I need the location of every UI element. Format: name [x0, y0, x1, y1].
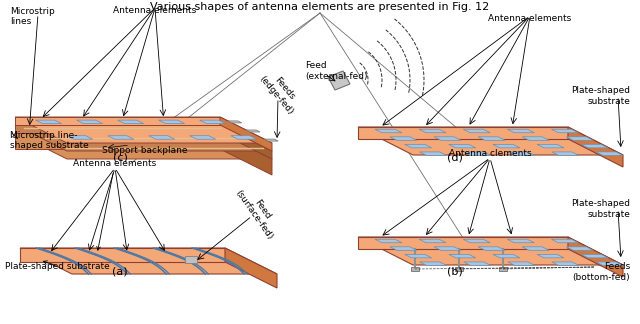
- Text: Feeds
(bottom-fed): Feeds (bottom-fed): [572, 262, 630, 282]
- Polygon shape: [20, 248, 225, 262]
- Polygon shape: [463, 239, 490, 243]
- Text: Antenna elements: Antenna elements: [113, 6, 196, 15]
- Polygon shape: [508, 152, 535, 156]
- Polygon shape: [419, 239, 446, 243]
- Text: (c): (c): [113, 152, 127, 162]
- Polygon shape: [455, 267, 463, 271]
- Polygon shape: [404, 145, 432, 148]
- Text: Various shapes of antenna elements are presented in Fig. 12: Various shapes of antenna elements are p…: [150, 2, 490, 12]
- Polygon shape: [493, 145, 520, 148]
- Polygon shape: [419, 129, 446, 133]
- Polygon shape: [508, 262, 535, 265]
- Polygon shape: [404, 254, 432, 258]
- Polygon shape: [358, 127, 568, 139]
- Polygon shape: [358, 237, 568, 249]
- Polygon shape: [463, 129, 490, 133]
- Polygon shape: [15, 133, 220, 149]
- Polygon shape: [537, 145, 564, 148]
- Polygon shape: [231, 136, 257, 139]
- Polygon shape: [434, 247, 461, 250]
- Polygon shape: [537, 254, 564, 258]
- Polygon shape: [411, 267, 419, 271]
- Polygon shape: [499, 267, 507, 271]
- Polygon shape: [449, 254, 476, 258]
- Polygon shape: [566, 247, 593, 250]
- Polygon shape: [15, 125, 220, 133]
- Text: Plate-shaped
substrate: Plate-shaped substrate: [571, 86, 630, 106]
- Text: (d): (d): [447, 152, 463, 162]
- Polygon shape: [328, 71, 350, 90]
- Text: Feeds
(edge-fed): Feeds (edge-fed): [257, 67, 303, 116]
- Polygon shape: [77, 120, 102, 124]
- Text: Feed
(surface-fed): Feed (surface-fed): [234, 182, 283, 241]
- Polygon shape: [493, 254, 520, 258]
- Polygon shape: [375, 129, 402, 133]
- Polygon shape: [596, 262, 623, 265]
- Polygon shape: [552, 239, 579, 243]
- Text: Antenna elements: Antenna elements: [74, 159, 157, 250]
- Polygon shape: [15, 125, 272, 151]
- Polygon shape: [463, 262, 491, 265]
- Polygon shape: [246, 130, 260, 132]
- Polygon shape: [15, 133, 272, 159]
- Polygon shape: [522, 137, 549, 140]
- Polygon shape: [596, 152, 623, 156]
- Text: Plate-shaped substrate: Plate-shaped substrate: [5, 261, 109, 271]
- Polygon shape: [264, 139, 278, 141]
- Polygon shape: [228, 121, 242, 123]
- Polygon shape: [434, 137, 461, 140]
- Polygon shape: [568, 127, 623, 167]
- Polygon shape: [220, 117, 272, 151]
- Polygon shape: [375, 239, 402, 243]
- Polygon shape: [420, 262, 447, 265]
- Polygon shape: [552, 129, 579, 133]
- Polygon shape: [566, 137, 593, 140]
- Text: Antenna elements: Antenna elements: [488, 14, 572, 23]
- Polygon shape: [225, 248, 277, 288]
- Polygon shape: [552, 152, 579, 156]
- Polygon shape: [200, 120, 225, 124]
- Polygon shape: [568, 237, 623, 277]
- Polygon shape: [463, 152, 491, 156]
- Polygon shape: [581, 254, 608, 258]
- Text: Plate-shaped
substrate: Plate-shaped substrate: [571, 199, 630, 219]
- Polygon shape: [118, 120, 143, 124]
- Polygon shape: [390, 247, 417, 250]
- Polygon shape: [358, 237, 623, 265]
- Polygon shape: [148, 136, 175, 139]
- Polygon shape: [220, 133, 272, 175]
- Polygon shape: [552, 262, 579, 265]
- Polygon shape: [159, 120, 184, 124]
- Text: (b): (b): [447, 267, 463, 277]
- Text: Antenna clements: Antenna clements: [449, 149, 531, 158]
- Text: Support backplane: Support backplane: [102, 146, 188, 155]
- Polygon shape: [108, 136, 134, 139]
- Polygon shape: [522, 247, 549, 250]
- Polygon shape: [508, 129, 534, 133]
- Polygon shape: [20, 248, 277, 274]
- Polygon shape: [15, 117, 220, 125]
- Text: Microstrip
lines: Microstrip lines: [10, 7, 55, 26]
- Polygon shape: [190, 136, 216, 139]
- Polygon shape: [67, 136, 93, 139]
- Polygon shape: [185, 256, 197, 263]
- Polygon shape: [449, 145, 476, 148]
- Polygon shape: [478, 247, 505, 250]
- Polygon shape: [220, 125, 272, 159]
- Polygon shape: [508, 239, 534, 243]
- Polygon shape: [358, 127, 623, 155]
- Text: Feed
(external-fed): Feed (external-fed): [305, 61, 367, 81]
- Polygon shape: [420, 152, 447, 156]
- Polygon shape: [15, 117, 272, 143]
- Text: Microstrip line-
shaped substrate: Microstrip line- shaped substrate: [10, 131, 89, 150]
- Text: (a): (a): [112, 267, 128, 277]
- Polygon shape: [390, 137, 417, 140]
- Polygon shape: [36, 120, 61, 124]
- Polygon shape: [478, 137, 505, 140]
- Polygon shape: [581, 145, 608, 148]
